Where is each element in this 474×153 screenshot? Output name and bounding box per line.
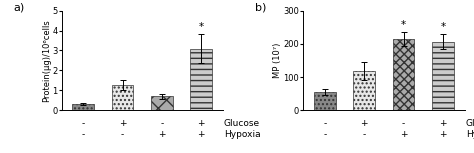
Text: Hypoxia: Hypoxia [224,130,261,139]
Text: -: - [82,119,85,128]
Text: b): b) [255,3,266,13]
Bar [432,41,454,110]
Bar [314,92,336,110]
Text: Glucose: Glucose [224,119,260,128]
Text: +: + [439,119,447,128]
Y-axis label: MP (10⁷): MP (10⁷) [273,43,282,78]
Text: Glucose: Glucose [465,119,474,128]
Text: Hypoxia: Hypoxia [465,130,474,139]
Text: +: + [197,119,205,128]
Text: -: - [323,119,327,128]
Bar [73,104,94,110]
Text: +: + [400,130,407,139]
Text: +: + [197,130,205,139]
Bar [393,39,414,110]
Text: +: + [439,130,447,139]
Bar [191,49,212,110]
Text: +: + [361,119,368,128]
Text: a): a) [13,3,25,13]
Text: -: - [160,119,164,128]
Bar [151,96,173,110]
Text: -: - [363,130,366,139]
Text: +: + [119,119,126,128]
Text: *: * [440,22,446,32]
Text: -: - [402,119,405,128]
Bar [354,71,375,110]
Text: +: + [158,130,165,139]
Y-axis label: Protein(μg)/10⁶cells: Protein(μg)/10⁶cells [42,19,51,102]
Text: -: - [121,130,124,139]
Text: -: - [323,130,327,139]
Text: -: - [82,130,85,139]
Text: *: * [401,20,406,30]
Text: *: * [199,22,204,32]
Bar [112,85,133,110]
